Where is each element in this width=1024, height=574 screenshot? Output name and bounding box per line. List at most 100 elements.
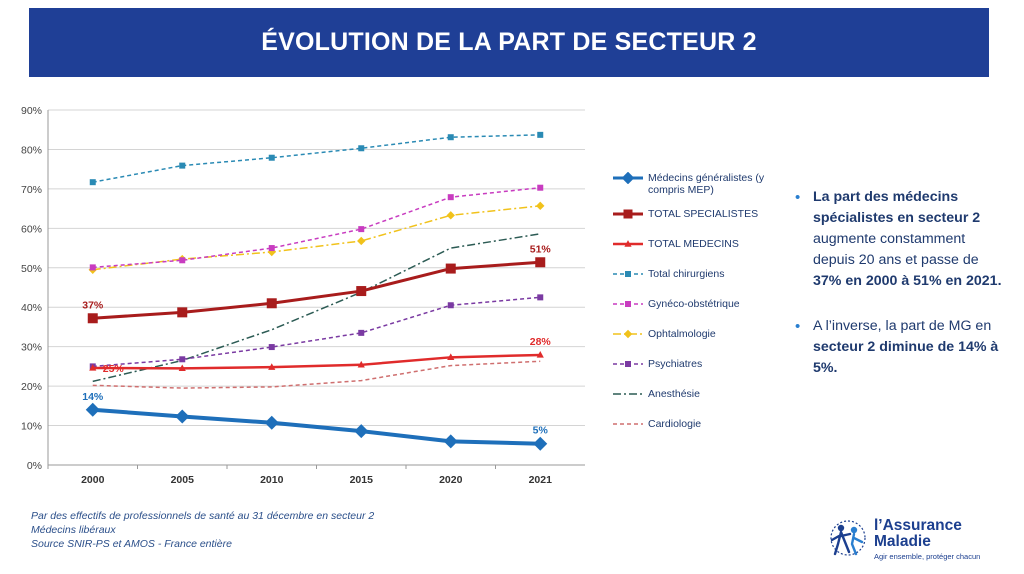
legend-marker [621, 172, 635, 184]
x-tick-label: 2000 [81, 474, 105, 486]
series-psychiatres [89, 294, 544, 370]
legend-swatch [613, 301, 643, 307]
legend-item: Psychiatres [612, 358, 787, 370]
x-tick-label: 2005 [171, 474, 195, 486]
page-title: ÉVOLUTION DE LA PART DE SECTEUR 2 [261, 28, 757, 56]
series-gyn-co-obst-trique [89, 184, 544, 271]
data-label: 37% [82, 299, 104, 311]
x-tick-label: 2021 [529, 474, 553, 486]
data-point [445, 263, 456, 274]
data-label: 51% [530, 243, 552, 255]
data-point [179, 162, 186, 169]
legend-swatch [613, 209, 643, 219]
legend-swatch [613, 423, 643, 425]
data-point [85, 402, 100, 417]
data-point [268, 344, 275, 351]
data-point [89, 364, 97, 371]
data-point [268, 363, 276, 370]
legend-marker [623, 209, 633, 219]
assurance-maladie-logo: l’Assurance Maladie Agir ensemble, proté… [826, 512, 986, 562]
series-line [92, 205, 541, 271]
data-label: 28% [530, 336, 552, 348]
data-point [533, 436, 548, 451]
legend-item: Gynéco-obstétrique [612, 298, 787, 310]
data-point [443, 434, 458, 449]
data-point [264, 415, 279, 430]
bullet-text-bold: secteur 2 diminue de 14% à 5%. [813, 339, 999, 376]
legend-item: TOTAL MEDECINS [612, 238, 787, 250]
series-ophtalmologie [88, 201, 545, 274]
logo-name-line2: Maladie [874, 533, 931, 550]
legend-label: Anesthésie [648, 388, 700, 400]
bullet-point: A l’inverse, la part de MG en secteur 2 … [795, 316, 1010, 379]
data-point [358, 145, 365, 152]
y-tick-label: 0% [27, 460, 42, 472]
data-point [447, 134, 454, 141]
legend-swatch [613, 329, 643, 339]
data-point [447, 194, 454, 201]
y-tick-label: 70% [21, 184, 42, 196]
data-point [535, 257, 546, 268]
y-tick-label: 20% [21, 381, 42, 393]
series-line [92, 186, 541, 269]
footnote: Par des effectifs de professionnels de s… [31, 510, 375, 522]
data-point [89, 179, 96, 186]
legend-label: Ophtalmologie [648, 328, 716, 340]
data-point [358, 226, 365, 233]
series-line [92, 407, 541, 446]
logo-name: l’Assurance Maladie [874, 518, 962, 550]
assurance-maladie-logo-icon [830, 520, 866, 556]
legend-swatch [613, 172, 643, 184]
x-tick-label: 2015 [350, 474, 374, 486]
x-tick-label: 2020 [439, 474, 463, 486]
data-point [536, 201, 545, 211]
bullet-text: augmente constamment depuis 20 ans et pa… [813, 231, 979, 268]
series-cardiologie [92, 360, 541, 389]
y-tick-label: 10% [21, 421, 42, 433]
series-line [92, 233, 541, 383]
data-label: 25% [103, 363, 125, 375]
series-anesth-sie [92, 233, 541, 383]
footnotes: Par des effectifs de professionnels de s… [31, 509, 374, 551]
data-point [537, 294, 544, 301]
y-tick-label: 80% [21, 144, 42, 156]
legend-label: TOTAL SPECIALISTES [648, 208, 759, 220]
legend-swatch [613, 240, 643, 247]
data-point [89, 264, 96, 271]
legend-marker [623, 329, 633, 339]
line-chart: 0% 10% 20% 30% 40% 50% 60% 70% 80% 90% 2000 2005 201… [21, 105, 585, 486]
data-point [537, 131, 544, 138]
data-point [87, 313, 98, 324]
legend-label: Gynéco-obstétrique [648, 298, 740, 310]
key-findings: La part des médecins spécialistes en sec… [795, 187, 1010, 403]
legend-item: Cardiologie [612, 418, 787, 430]
data-point [179, 257, 186, 264]
bullet-text-bold: La part des médecins spécialistes en sec… [813, 189, 981, 226]
legend-item: Total chirurgiens [612, 268, 787, 280]
legend-swatch [613, 271, 643, 277]
series-m-decins-g-n-ralistes-y-compris-mep- [85, 402, 548, 451]
data-point [357, 360, 365, 368]
legend-label: Médecins généralistes (y compris MEP) [648, 172, 765, 196]
legend-item: Anesthésie [612, 388, 787, 400]
series-line [92, 296, 541, 368]
data-point [268, 154, 275, 161]
data-point [175, 409, 190, 424]
logo-tagline: Agir ensemble, protéger chacun [874, 552, 981, 561]
data-point [356, 286, 367, 297]
y-tick-label: 90% [21, 105, 42, 117]
legend-item: Ophtalmologie [612, 328, 787, 340]
data-point [178, 364, 186, 372]
y-tick-label: 30% [21, 342, 42, 354]
data-point [446, 211, 455, 220]
bullet-text-bold: 37% en 2000 à 51% en 2021. [813, 273, 1002, 289]
data-label: 5% [533, 425, 549, 437]
legend-marker [624, 240, 632, 247]
series-total-chirurgiens [89, 131, 544, 186]
legend-label: Total chirurgiens [648, 268, 725, 280]
legend-item: TOTAL SPECIALISTES [612, 208, 787, 220]
bullet-text: A l’inverse, la part de MG en [813, 318, 992, 334]
legend-label: Psychiatres [648, 358, 703, 370]
data-point [536, 351, 544, 358]
data-point [179, 356, 186, 363]
